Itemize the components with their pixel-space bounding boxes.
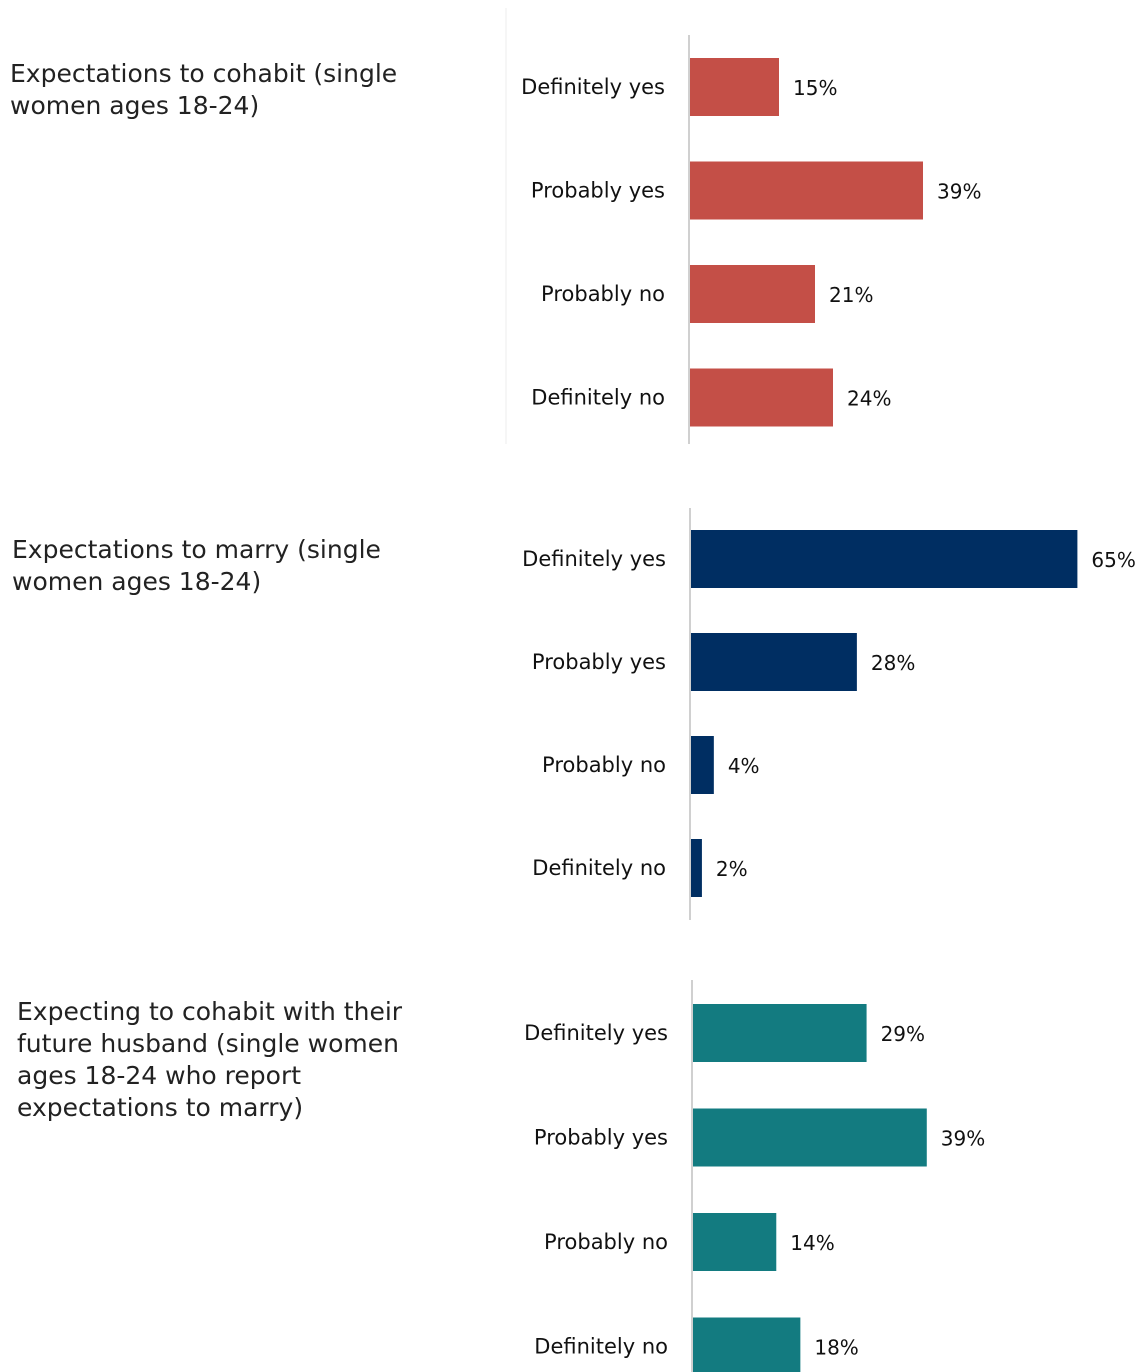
- bar: [690, 736, 714, 794]
- category-label: Definitely no: [534, 1335, 668, 1359]
- data-label: 14%: [790, 1231, 834, 1255]
- bar: [690, 839, 702, 897]
- data-label: 29%: [881, 1022, 925, 1046]
- category-label: Probably no: [541, 282, 665, 306]
- data-label: 15%: [793, 76, 837, 100]
- bar: [689, 368, 833, 427]
- data-label: 24%: [847, 387, 891, 411]
- data-label: 18%: [814, 1336, 858, 1360]
- bar: [692, 1213, 777, 1271]
- category-label: Probably yes: [532, 650, 666, 674]
- category-label: Definitely yes: [524, 1021, 668, 1045]
- bar: [689, 265, 815, 323]
- bar: [692, 1004, 867, 1062]
- bar: [689, 58, 779, 116]
- bar: [690, 633, 857, 691]
- bar: [689, 161, 923, 220]
- category-label: Definitely yes: [522, 547, 666, 571]
- category-label: Probably yes: [531, 179, 665, 203]
- bar-panel-2: Definitely yes 29% Probably yes 39% Probably…: [524, 980, 985, 1372]
- data-label: 21%: [829, 283, 873, 307]
- panel-title-cohabit-husband: Expecting to cohabit with their future h…: [17, 997, 403, 1122]
- bar-panel-0: Definitely yes 15% Probably yes 39% Probably…: [521, 35, 981, 444]
- panel-title-cohabit: Expectations to cohabit (single women ag…: [10, 59, 398, 120]
- category-label: Probably no: [544, 1230, 668, 1254]
- data-label: 39%: [941, 1127, 985, 1151]
- data-label: 28%: [871, 651, 915, 675]
- bar: [690, 530, 1078, 588]
- data-label: 2%: [716, 857, 748, 881]
- data-label: 39%: [937, 180, 981, 204]
- category-label: Definitely no: [531, 386, 665, 410]
- bar: [692, 1108, 927, 1167]
- category-label: Definitely yes: [521, 75, 665, 99]
- category-label: Probably no: [542, 753, 666, 777]
- category-label: Definitely no: [532, 856, 666, 880]
- bar: [692, 1317, 801, 1372]
- data-label: 65%: [1091, 548, 1135, 572]
- category-label: Probably yes: [534, 1126, 668, 1150]
- data-label: 4%: [728, 754, 760, 778]
- panel-title-marry: Expectations to marry (single women ages…: [12, 535, 381, 596]
- bar-panel-1: Definitely yes 65% Probably yes 28% Probably…: [522, 508, 1136, 920]
